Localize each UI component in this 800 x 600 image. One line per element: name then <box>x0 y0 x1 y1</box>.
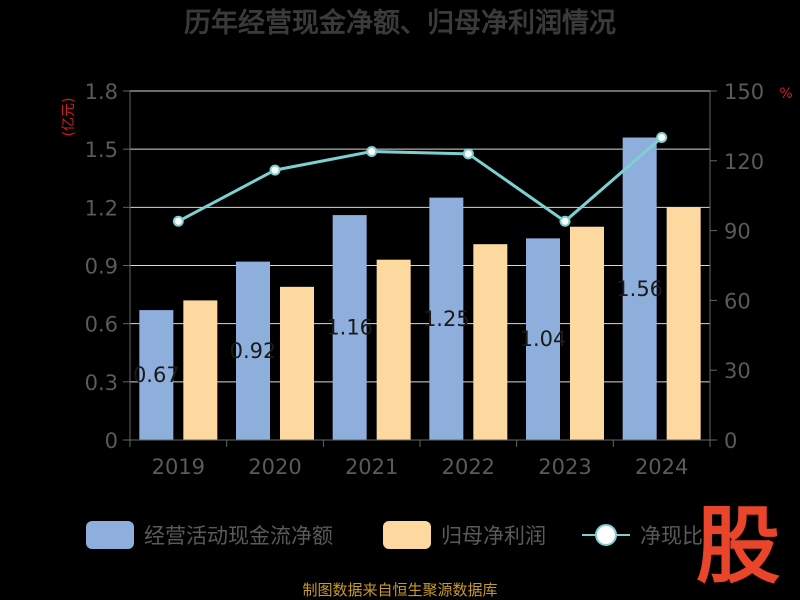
right-tick-label: 150 <box>724 80 764 104</box>
bar-cashflow[interactable] <box>236 261 270 440</box>
right-axis-ticks: 0 30 60 90 120 150 <box>710 80 764 453</box>
bar-cashflow[interactable] <box>429 197 464 440</box>
ratio-point[interactable] <box>269 164 281 176</box>
x-tick-label: 2021 <box>345 455 398 479</box>
left-tick-label: 1.5 <box>85 138 118 162</box>
bar-data-label: 1.16 <box>326 316 373 340</box>
bar-data-label: 0.67 <box>133 363 180 387</box>
left-axis-ticks: 0 0.3 0.6 0.9 1.2 1.5 1.8 <box>85 80 130 453</box>
bar-netprofit[interactable] <box>473 244 508 440</box>
bar-data-label: 0.92 <box>230 339 277 363</box>
left-tick-label: 0.6 <box>85 313 118 337</box>
x-tick-label: 2019 <box>152 455 205 479</box>
bar-data-label: 1.04 <box>520 327 567 351</box>
legend-swatch-netprofit <box>383 521 431 549</box>
bar-series <box>139 137 701 441</box>
left-tick-label: 0 <box>105 429 118 453</box>
legend-label-netprofit: 归母净利润 <box>441 524 546 548</box>
bar-data-label: 1.25 <box>423 307 470 331</box>
left-tick-label: 0.3 <box>85 371 118 395</box>
bar-data-labels: 0.67 0.92 1.16 1.25 1.04 1.56 <box>133 277 663 387</box>
legend-item-ratio[interactable]: 净现比 <box>582 524 703 548</box>
right-tick-label: 120 <box>724 150 764 174</box>
ratio-line <box>177 136 663 224</box>
bar-data-label: 1.56 <box>616 277 663 301</box>
ratio-point[interactable] <box>462 148 474 160</box>
x-tick-label: 2022 <box>442 455 495 479</box>
source-note: 制图数据来自恒生聚源数据库 <box>302 581 497 599</box>
x-tick-label: 2023 <box>538 455 591 479</box>
bar-cashflow[interactable] <box>526 238 560 440</box>
right-tick-label: 30 <box>724 359 751 383</box>
bar-netprofit[interactable] <box>280 286 314 440</box>
left-tick-label: 1.8 <box>85 80 118 104</box>
legend-swatch-cashflow <box>86 521 134 549</box>
bar-netprofit[interactable] <box>666 207 701 440</box>
bar-netprofit[interactable] <box>183 300 218 440</box>
x-tick-label: 2020 <box>248 455 301 479</box>
bar-netprofit[interactable] <box>570 226 604 440</box>
x-tick-label: 2024 <box>635 455 688 479</box>
right-tick-label: 0 <box>724 429 737 453</box>
ratio-point[interactable] <box>366 145 378 157</box>
x-axis-ticks: 2019 2020 2021 2022 2023 2024 <box>129 440 711 479</box>
line-series <box>172 132 668 227</box>
legend-label-ratio: 净现比 <box>640 524 703 548</box>
legend: 经营活动现金流净额 归母净利润 净现比 <box>86 521 703 549</box>
right-tick-label: 90 <box>724 220 751 244</box>
right-axis-unit: % <box>779 86 792 102</box>
bar-cashflow[interactable] <box>139 310 174 440</box>
ratio-point[interactable] <box>656 132 668 144</box>
legend-item-netprofit[interactable]: 归母净利润 <box>383 521 546 549</box>
left-tick-label: 1.2 <box>85 196 118 220</box>
legend-item-cashflow[interactable]: 经营活动现金流净额 <box>86 521 333 549</box>
grid-lines <box>130 90 710 383</box>
ratio-point[interactable] <box>559 215 571 227</box>
chart-title: 历年经营现金净额、归母净利润情况 <box>184 7 616 39</box>
legend-label-cashflow: 经营活动现金流净额 <box>144 524 333 548</box>
bar-cashflow[interactable] <box>622 137 657 441</box>
legend-marker-ratio <box>595 524 617 546</box>
left-tick-label: 0.9 <box>85 255 118 279</box>
bar-cashflow[interactable] <box>332 215 367 440</box>
left-axis-unit: (亿元) <box>61 98 77 137</box>
right-tick-label: 60 <box>724 289 751 313</box>
watermark-logo: 股 <box>696 497 780 595</box>
bar-netprofit[interactable] <box>376 259 411 440</box>
ratio-point[interactable] <box>172 215 184 227</box>
